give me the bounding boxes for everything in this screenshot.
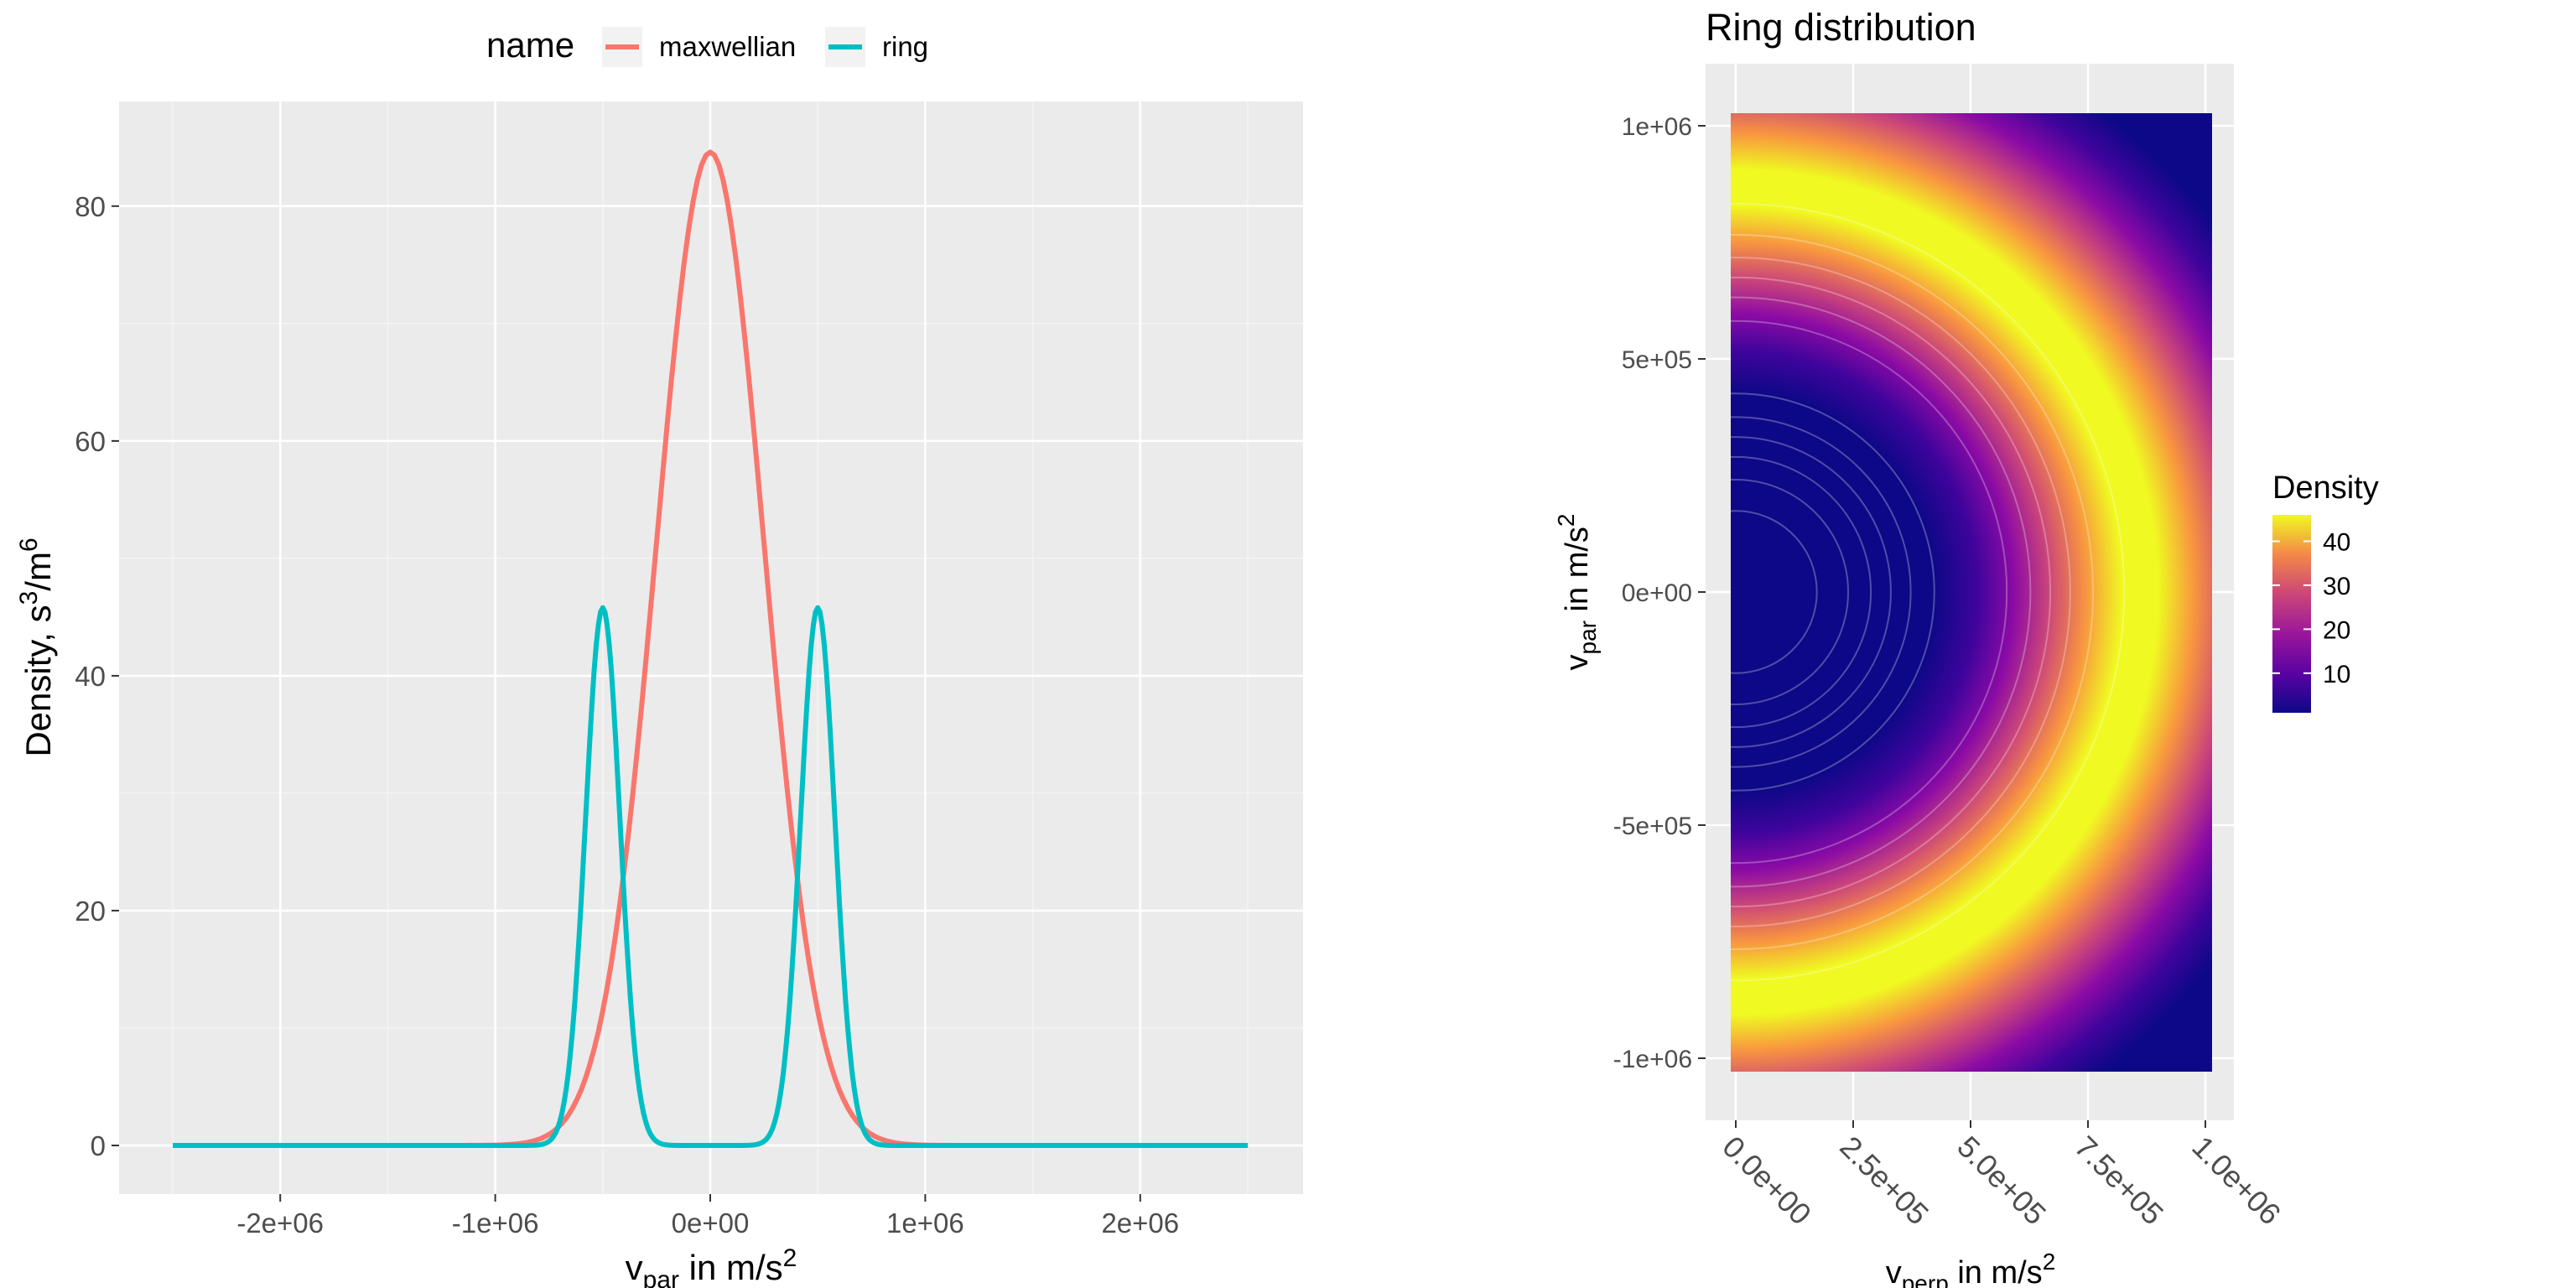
colorbar-gradient <box>2272 515 2311 713</box>
y-axis-ticks: 0 20 40 60 80 <box>75 191 119 1161</box>
x-tick-label: 1e+06 <box>886 1208 964 1239</box>
colorbar-tick-label: 40 <box>2323 528 2350 556</box>
heatmap-x-axis-title: vperp in m/s2 <box>1886 1249 2056 1288</box>
left-line-chart: name maxwellian ring -2e+06 -1e+06 0e+00 1e… <box>15 25 1303 1288</box>
contour-line <box>1731 436 1892 748</box>
y-axis-title: Density, s3/m6 <box>15 538 58 756</box>
y-tick-label: 60 <box>75 426 106 457</box>
x-tick-label: 2.5e+05 <box>1833 1130 1935 1232</box>
colorbar-title: Density <box>2272 470 2379 506</box>
contour-line <box>1731 319 2008 865</box>
legend-label-ring: ring <box>882 31 928 62</box>
x-tick-label: 0.0e+00 <box>1716 1130 1818 1232</box>
contour-line <box>1731 257 2071 927</box>
colorbar-tick-label: 10 <box>2323 661 2350 688</box>
legend-title: name <box>486 25 574 65</box>
y-tick-label: -5e+05 <box>1613 813 1692 840</box>
contour-line <box>1731 479 1849 705</box>
series-layer <box>172 149 1249 1148</box>
x-axis-title: vpar in m/s2 <box>626 1244 797 1288</box>
density-ring <box>1731 113 2212 1072</box>
heatmap-x-ticks: 0.0e+00 2.5e+05 5.0e+05 7.5e+05 1.0e+06 <box>1716 1120 2288 1231</box>
x-tick-label: 7.5e+05 <box>2068 1130 2170 1232</box>
y-tick-label: -1e+06 <box>1613 1046 1692 1073</box>
contour-line <box>1731 202 2126 982</box>
contour-line <box>1731 392 1935 792</box>
density-contours <box>1731 202 2126 982</box>
heatmap-title: Ring distribution <box>1706 6 1976 49</box>
x-tick-label: -1e+06 <box>452 1208 539 1239</box>
series-line-ring <box>172 605 1249 1148</box>
x-tick-label: 2e+06 <box>1101 1208 1179 1239</box>
contour-line <box>1731 277 2051 907</box>
x-tick-label: 5.0e+05 <box>1950 1130 2053 1232</box>
colorbar-tick-label: 20 <box>2323 616 2350 644</box>
colorbar-ticks: 10 20 30 40 <box>2272 528 2350 688</box>
x-tick-label: 1.0e+06 <box>2185 1130 2288 1232</box>
contour-line <box>1731 296 2032 888</box>
y-tick-label: 20 <box>75 896 106 927</box>
contour-line <box>1731 455 1872 729</box>
y-tick-label: 40 <box>75 661 106 692</box>
y-tick-label: 0e+00 <box>1622 579 1692 607</box>
colorbar-tick-label: 30 <box>2323 573 2350 600</box>
x-axis-ticks: -2e+06 -1e+06 0e+00 1e+06 2e+06 <box>236 1194 1179 1239</box>
x-tick-label: -2e+06 <box>236 1208 324 1239</box>
contour-line <box>1731 234 2094 950</box>
y-tick-label: 5e+05 <box>1622 346 1692 374</box>
contour-line <box>1731 510 1818 674</box>
legend: name maxwellian ring <box>486 25 928 67</box>
colorbar: Density 10 20 30 40 <box>2272 470 2379 713</box>
y-tick-label: 1e+06 <box>1622 113 1692 141</box>
contour-line <box>1731 416 1912 768</box>
x-tick-label: 0e+00 <box>672 1208 750 1239</box>
y-tick-label: 0 <box>91 1130 106 1161</box>
right-heatmap-chart: Ring distribution 0.0e+00 2.5e+05 5.0e+05 7… <box>1553 6 2379 1288</box>
heatmap-y-ticks: -1e+06 -5e+05 0e+00 5e+05 1e+06 <box>1613 113 1706 1073</box>
heatmap-y-axis-title: vpar in m/s2 <box>1553 514 1601 671</box>
heatmap-raster <box>1731 113 2212 1072</box>
legend-label-maxwellian: maxwellian <box>659 31 796 62</box>
y-tick-label: 80 <box>75 191 106 222</box>
